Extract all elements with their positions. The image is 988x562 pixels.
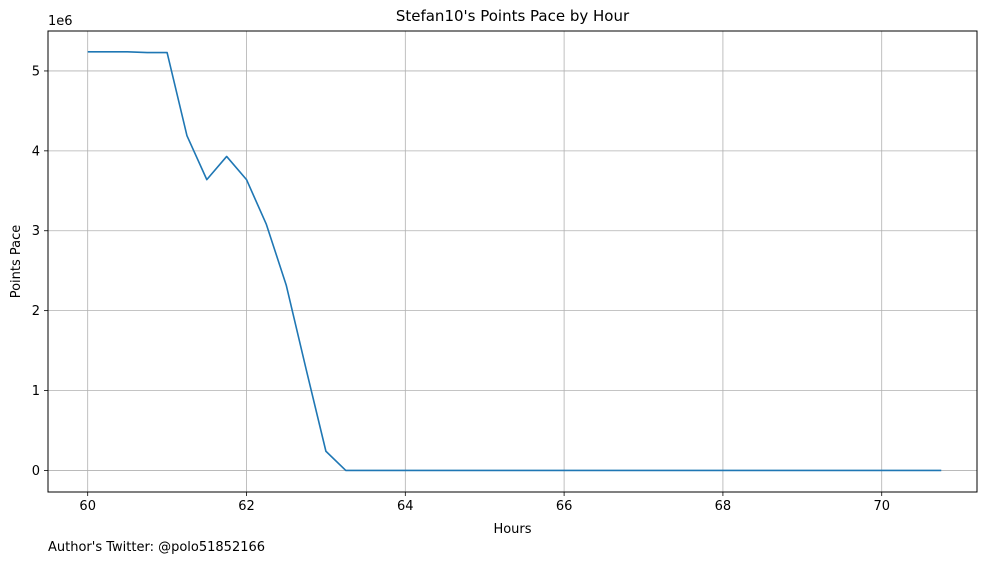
x-tick-label: 68 [715, 499, 732, 514]
grid [48, 31, 977, 492]
y-axis-label: Points Pace [9, 225, 24, 299]
y-tick-label: 2 [32, 304, 40, 319]
y-offset-label: 1e6 [48, 14, 73, 29]
ticks: 60 62 64 66 68 70 0 1 2 3 4 5 [32, 64, 890, 514]
x-tick-label: 64 [397, 499, 414, 514]
y-tick-label: 1 [32, 384, 40, 399]
y-tick-label: 5 [32, 64, 40, 79]
x-tick-label: 70 [873, 499, 890, 514]
y-tick-label: 0 [32, 464, 40, 479]
x-tick-label: 66 [556, 499, 573, 514]
series-layer [87, 50, 942, 472]
y-tick-label: 4 [32, 144, 40, 159]
x-tick-label: 60 [79, 499, 96, 514]
x-axis-label: Hours [493, 522, 531, 537]
chart-title: Stefan10's Points Pace by Hour [396, 7, 630, 25]
y-tick-label: 3 [32, 224, 40, 239]
series-line [87, 50, 942, 472]
author-credit: Author's Twitter: @polo51852166 [48, 540, 265, 555]
x-tick-label: 62 [238, 499, 255, 514]
plot-frame [47, 30, 978, 493]
